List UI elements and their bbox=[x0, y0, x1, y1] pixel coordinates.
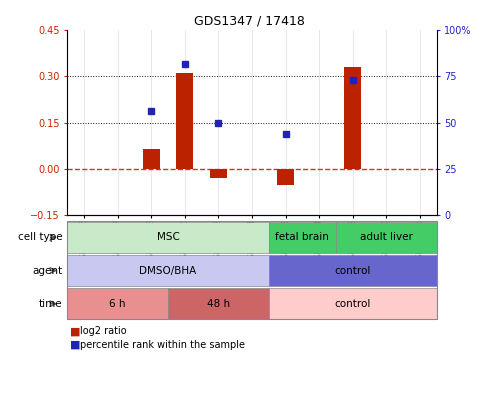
Text: GDS1347 / 17418: GDS1347 / 17418 bbox=[194, 14, 305, 27]
Text: DMSO/BHA: DMSO/BHA bbox=[139, 266, 197, 275]
Text: MSC: MSC bbox=[157, 232, 180, 242]
Text: control: control bbox=[334, 299, 371, 309]
Bar bbox=[210, 168, 227, 178]
Text: cell type: cell type bbox=[18, 232, 62, 242]
Bar bbox=[143, 149, 160, 168]
Text: log2 ratio: log2 ratio bbox=[80, 326, 126, 337]
Text: control: control bbox=[334, 266, 371, 275]
Text: 6 h: 6 h bbox=[109, 299, 126, 309]
Text: 48 h: 48 h bbox=[207, 299, 230, 309]
Bar bbox=[177, 73, 193, 168]
Text: percentile rank within the sample: percentile rank within the sample bbox=[80, 340, 245, 350]
Text: adult liver: adult liver bbox=[360, 232, 413, 242]
Text: ■: ■ bbox=[70, 340, 80, 350]
Text: ■: ■ bbox=[70, 326, 80, 337]
Bar bbox=[344, 67, 361, 168]
Text: fetal brain: fetal brain bbox=[275, 232, 329, 242]
Text: agent: agent bbox=[32, 266, 62, 275]
Bar bbox=[277, 168, 294, 185]
Text: time: time bbox=[39, 299, 62, 309]
